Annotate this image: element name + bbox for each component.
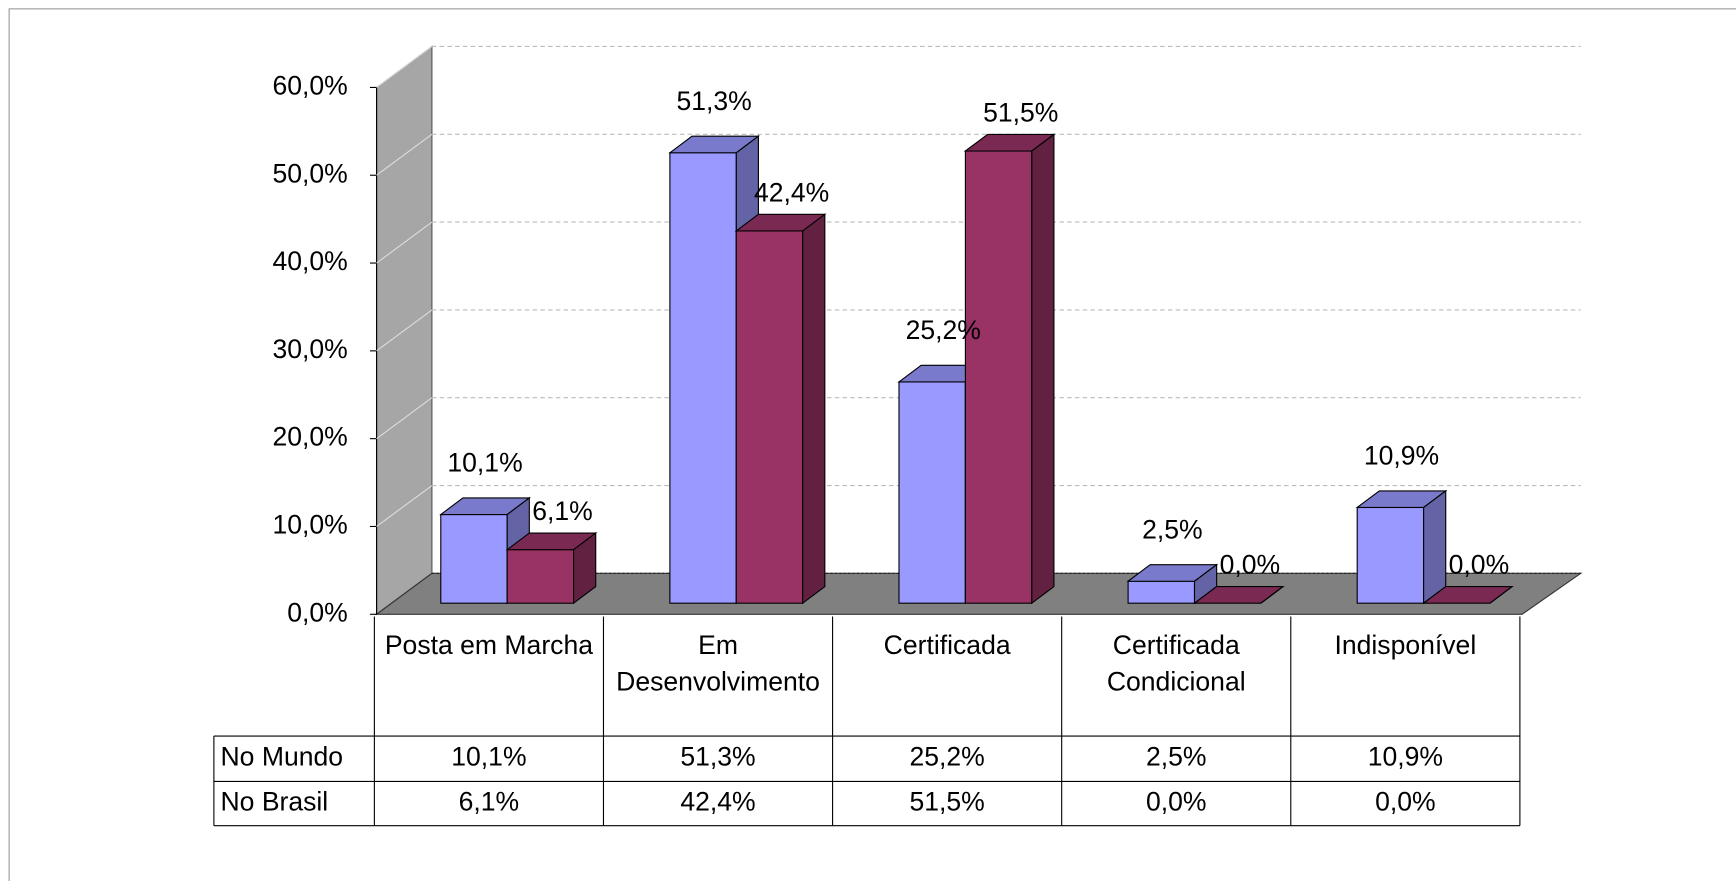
bar-front <box>669 152 737 604</box>
bar-side <box>1260 586 1284 604</box>
bar-front <box>506 549 575 604</box>
y-tick-label: 20,0% <box>273 422 348 452</box>
x-tick-label: Certificada Condicional <box>1106 630 1246 698</box>
table-cell: 10,9% <box>1368 742 1443 772</box>
bar-front <box>898 381 966 604</box>
y-tick-label: 30,0% <box>273 334 348 364</box>
category-cell: Indisponível <box>1334 630 1477 661</box>
grid-line <box>376 309 433 352</box>
table-cell: 0,0% <box>1375 787 1436 817</box>
y-tick-label: 0,0% <box>287 597 348 627</box>
data-label: 0,0% <box>1220 550 1281 580</box>
bar-side <box>573 531 597 605</box>
data-label: 42,4% <box>754 177 829 207</box>
x-tick-label: Indisponível <box>1334 630 1477 661</box>
category-cell: Certificada <box>883 630 1011 661</box>
x-tick-label: Certificada <box>883 630 1011 661</box>
data-label: 51,5% <box>983 97 1058 127</box>
bar-front <box>735 230 804 604</box>
bar-front <box>1127 580 1196 604</box>
grid-line <box>376 46 433 88</box>
table-cell: 51,5% <box>909 787 984 817</box>
bar-front <box>440 513 508 604</box>
table-cell: 0,0% <box>1146 787 1207 817</box>
data-label: 2,5% <box>1142 514 1203 544</box>
table-cell: 42,4% <box>680 787 755 817</box>
y-tick-label: 60,0% <box>273 70 348 100</box>
bar-front <box>964 150 1033 604</box>
bar-side <box>802 213 826 605</box>
category-cell: Certificada Condicional <box>1106 630 1246 698</box>
category-cell: Em Desenvolvimento <box>616 630 820 698</box>
x-tick-label: Posta em Marcha <box>384 630 593 661</box>
legend-label: No Brasil <box>221 787 329 817</box>
table-cell: 25,2% <box>909 742 984 772</box>
table-cell: 6,1% <box>459 787 520 817</box>
bar <box>1126 563 1219 605</box>
grid-line <box>376 133 433 176</box>
bar-side <box>1489 586 1513 604</box>
table-cell: 10,1% <box>451 742 526 772</box>
data-label: 0,0% <box>1449 550 1510 580</box>
bar <box>1421 586 1514 604</box>
table-cell: 2,5% <box>1146 742 1207 772</box>
bar <box>439 496 531 605</box>
bar-front <box>1356 506 1425 604</box>
y-tick-label: 10,0% <box>273 509 348 539</box>
grid-line <box>376 397 433 440</box>
grid-line <box>376 485 433 527</box>
grid-line <box>376 221 433 264</box>
data-label: 6,1% <box>532 496 593 526</box>
data-label: 25,2% <box>906 315 981 345</box>
bar <box>1192 586 1285 604</box>
bar <box>963 133 1056 605</box>
table-cell: 51,3% <box>680 742 755 772</box>
legend-label: No Mundo <box>221 742 343 772</box>
bar <box>505 531 598 605</box>
data-label: 51,3% <box>677 86 752 116</box>
bar-side <box>1031 133 1055 605</box>
y-tick-label: 40,0% <box>273 246 348 276</box>
frame <box>8 8 1736 881</box>
category-cell: Posta em Marcha <box>384 630 593 661</box>
x-tick-label: Em Desenvolvimento <box>616 630 820 698</box>
bar <box>734 213 827 605</box>
bar <box>1355 489 1448 605</box>
data-label: 10,1% <box>447 448 522 478</box>
y-tick-label: 50,0% <box>273 158 348 188</box>
bar-side <box>1423 489 1447 605</box>
data-label: 10,9% <box>1364 441 1439 471</box>
